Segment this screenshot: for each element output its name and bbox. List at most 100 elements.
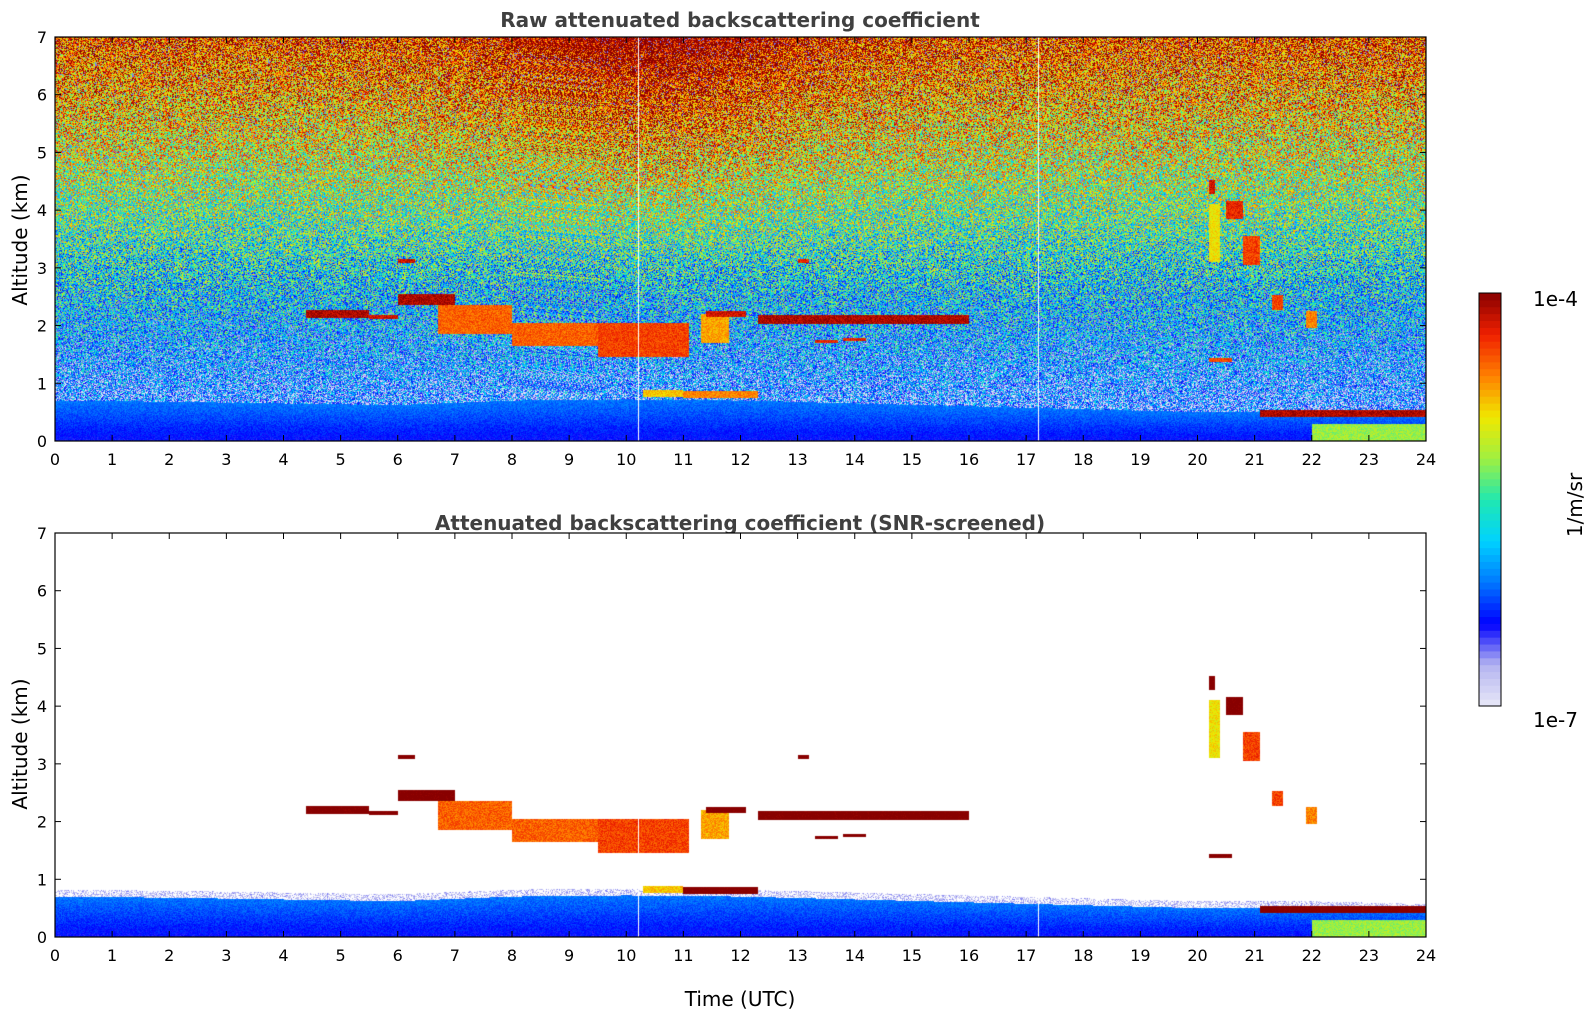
colorbar-step — [1479, 554, 1501, 562]
x-tick-label: 0 — [50, 946, 60, 965]
x-tick-label: 13 — [787, 946, 807, 965]
x-tick-label: 23 — [1359, 946, 1379, 965]
colorbar-step — [1479, 361, 1501, 370]
colorbar-step — [1479, 568, 1501, 576]
colorbar-step — [1479, 575, 1501, 583]
panel-screened-xlabel: Time (UTC) — [684, 987, 796, 1011]
x-tick-label: 10 — [616, 450, 636, 469]
x-tick-label: 17 — [1016, 946, 1036, 965]
colorbar-step — [1479, 382, 1501, 390]
colorbar-step — [1479, 588, 1501, 597]
x-tick-label: 11 — [673, 946, 693, 965]
colorbar-step — [1479, 327, 1501, 335]
x-tick-label: 24 — [1416, 450, 1436, 469]
x-tick-label: 22 — [1302, 450, 1322, 469]
x-tick-label: 18 — [1073, 450, 1093, 469]
x-tick-label: 19 — [1130, 450, 1150, 469]
y-tick-label: 6 — [37, 582, 47, 601]
colorbar-step — [1479, 423, 1501, 432]
colorbar-step — [1479, 664, 1501, 673]
x-tick-label: 9 — [564, 946, 574, 965]
colorbar-step — [1479, 692, 1501, 700]
y-tick-label: 6 — [37, 86, 47, 105]
panel-screened-axes: 0 1 2 3 4 5 6 7 8 9 10 11 12 13 14 15 16 17 18 19 20 21 22 23 24… — [37, 524, 1436, 965]
x-tick-label: 20 — [1187, 450, 1207, 469]
x-tick-label: 21 — [1244, 946, 1264, 965]
colorbar-step — [1479, 451, 1501, 459]
panel-screened-heatmap — [55, 533, 1426, 937]
panel-raw-heatmap — [55, 37, 1426, 441]
panel-raw-ylabel: Altitude (km) — [8, 174, 32, 305]
x-tick-label: 14 — [845, 946, 865, 965]
x-tick-label: 6 — [393, 450, 403, 469]
colorbar-step — [1479, 499, 1501, 507]
colorbar-max-label: 1e-4 — [1533, 287, 1578, 311]
colorbar-step — [1479, 485, 1501, 494]
colorbar-step — [1479, 416, 1501, 425]
x-tick-label: 9 — [564, 450, 574, 469]
y-tick-label: 4 — [37, 201, 47, 220]
colorbar-step — [1479, 306, 1501, 315]
colorbar-step — [1479, 513, 1501, 521]
x-tick-label: 11 — [673, 450, 693, 469]
y-tick-label: 3 — [37, 259, 47, 278]
colorbar-step — [1479, 547, 1501, 556]
colorbar-step — [1479, 313, 1501, 322]
colorbar-step — [1479, 623, 1501, 631]
colorbar-frame — [1478, 292, 1502, 707]
panel-screened-ylabel: Altitude (km) — [8, 678, 32, 809]
heatmap-image-raw — [55, 37, 1426, 441]
x-tick-label: 0 — [50, 450, 60, 469]
colorbar-step — [1479, 644, 1501, 652]
x-tick-label: 12 — [730, 450, 750, 469]
panel-raw-axes: 0 1 2 3 4 5 6 7 8 9 10 11 12 13 14 15 16 17 18 19 20 21 22 23 24… — [37, 28, 1436, 469]
x-tick-label: 12 — [730, 946, 750, 965]
colorbar-step — [1479, 595, 1501, 604]
x-tick-label: 8 — [507, 450, 517, 469]
colorbar-step — [1479, 527, 1501, 535]
x-tick-label: 14 — [845, 450, 865, 469]
y-tick-label: 0 — [37, 928, 47, 947]
colorbar-step — [1479, 685, 1501, 693]
x-tick-label: 7 — [450, 946, 460, 965]
colorbar-step — [1479, 410, 1501, 418]
x-tick-label: 23 — [1359, 450, 1379, 469]
panel-screened: Attenuated backscattering coefficient (S… — [8, 511, 1436, 1011]
y-tick-label: 2 — [37, 813, 47, 832]
y-tick-label: 7 — [37, 524, 47, 543]
colorbar-min-label: 1e-7 — [1533, 708, 1578, 732]
x-tick-label: 17 — [1016, 450, 1036, 469]
y-tick-label: 5 — [37, 143, 47, 162]
colorbar-step — [1479, 430, 1501, 439]
x-tick-label: 21 — [1244, 450, 1264, 469]
x-tick-label: 6 — [393, 946, 403, 965]
colorbar-step — [1479, 650, 1501, 659]
x-tick-label: 16 — [959, 946, 979, 965]
colorbar-step — [1479, 637, 1501, 645]
colorbar-step — [1479, 609, 1501, 618]
colorbar-step — [1479, 341, 1501, 349]
x-tick-label: 7 — [450, 450, 460, 469]
colorbar-step — [1479, 465, 1501, 473]
colorbar-step — [1479, 444, 1501, 452]
colorbar-step — [1479, 602, 1501, 611]
y-tick-label: 5 — [37, 639, 47, 658]
x-tick-label: 18 — [1073, 946, 1093, 965]
x-tick-label: 5 — [336, 946, 346, 965]
colorbar: 1e-4 1e-7 1/m/sr — [1478, 287, 1587, 732]
colorbar-step — [1479, 657, 1501, 666]
x-tick-label: 4 — [278, 450, 288, 469]
x-tick-label: 4 — [278, 946, 288, 965]
x-tick-label: 22 — [1302, 946, 1322, 965]
colorbar-step — [1479, 389, 1501, 397]
colorbar-unit-label: 1/m/sr — [1563, 472, 1587, 537]
colorbar-step — [1479, 671, 1501, 679]
x-tick-label: 10 — [616, 946, 636, 965]
y-tick-label: 1 — [37, 374, 47, 393]
y-tick-label: 3 — [37, 755, 47, 774]
x-tick-label: 13 — [787, 450, 807, 469]
colorbar-step — [1479, 299, 1501, 308]
colorbar-step — [1479, 533, 1501, 542]
